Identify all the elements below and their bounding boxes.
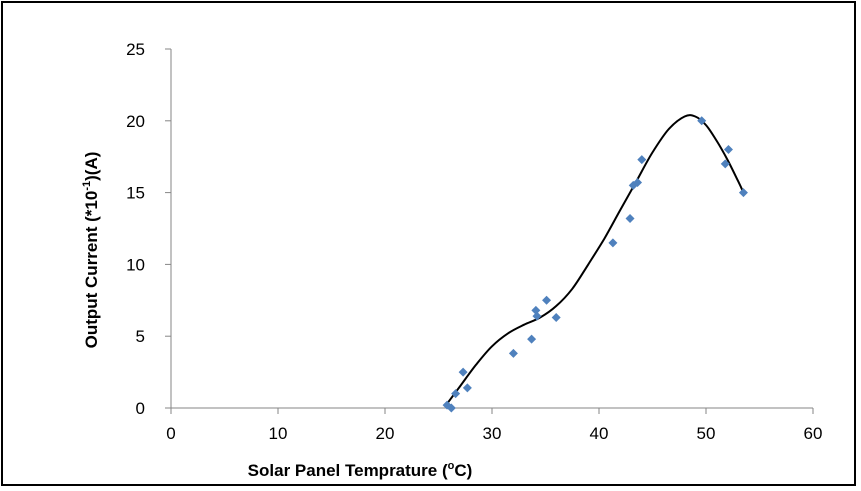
y-tick-label: 5 bbox=[136, 327, 145, 346]
trendline bbox=[447, 115, 743, 404]
axes bbox=[165, 49, 813, 414]
x-tick-label: 30 bbox=[483, 424, 502, 443]
y-axis-title: Output Current (*10-1)(A) bbox=[81, 152, 101, 349]
y-tick-label: 25 bbox=[126, 40, 145, 59]
data-points bbox=[443, 116, 748, 412]
data-point bbox=[509, 349, 518, 358]
data-point bbox=[739, 188, 748, 197]
data-point bbox=[552, 313, 561, 322]
data-point bbox=[532, 312, 541, 321]
data-point bbox=[626, 214, 635, 223]
data-point bbox=[542, 296, 551, 305]
x-tick-label: 20 bbox=[376, 424, 395, 443]
x-tick-label: 10 bbox=[269, 424, 288, 443]
data-point bbox=[608, 238, 617, 247]
x-tick-label: 0 bbox=[166, 424, 175, 443]
y-tick-label: 15 bbox=[126, 184, 145, 203]
data-point bbox=[637, 155, 646, 164]
data-point bbox=[724, 145, 733, 154]
x-tick-label: 50 bbox=[697, 424, 716, 443]
y-tick-label: 20 bbox=[126, 112, 145, 131]
data-point bbox=[459, 368, 468, 377]
data-point bbox=[463, 383, 472, 392]
tick-labels: 0 10 20 30 40 50 60 0 5 10 15 20 25 bbox=[126, 40, 822, 443]
data-point bbox=[527, 335, 536, 344]
x-tick-label: 60 bbox=[804, 424, 823, 443]
x-axis-title: Solar Panel Temprature (oC) bbox=[248, 460, 473, 480]
y-tick-label: 0 bbox=[136, 399, 145, 418]
x-tick-label: 40 bbox=[590, 424, 609, 443]
y-tick-label: 10 bbox=[126, 255, 145, 274]
